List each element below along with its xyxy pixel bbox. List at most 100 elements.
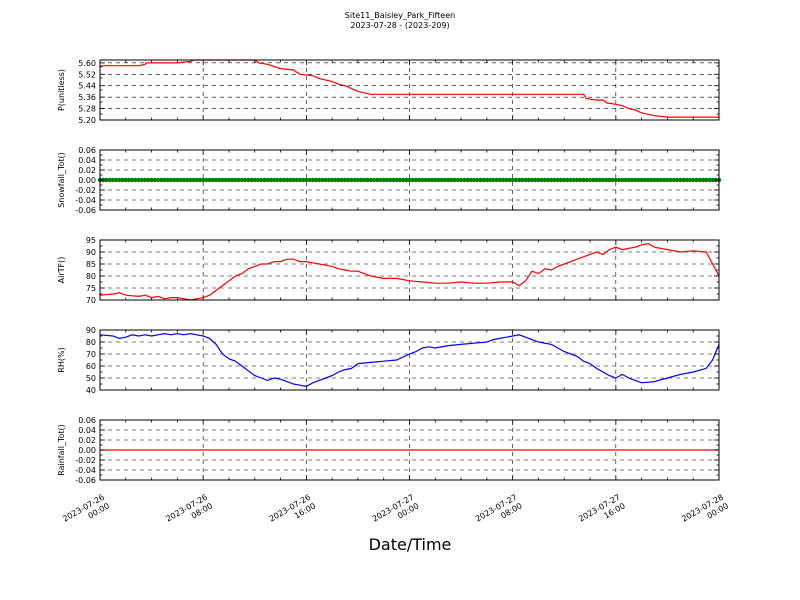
y-tick-label: 50: [86, 374, 96, 383]
data-point: [188, 177, 193, 183]
data-point: [533, 177, 538, 183]
data-point: [694, 177, 699, 183]
y-tick-label: -0.02: [75, 456, 96, 465]
data-point: [281, 177, 286, 183]
data-point: [178, 177, 183, 183]
data-point: [662, 177, 667, 183]
data-point: [336, 177, 341, 183]
y-tick-label: 80: [86, 338, 96, 347]
data-point: [388, 177, 393, 183]
x-tick-label: 2023-07-2800:00: [680, 493, 730, 533]
data-point: [610, 177, 615, 183]
data-point: [687, 177, 693, 183]
data-point: [639, 177, 644, 183]
data-point: [404, 177, 409, 183]
x-tick-label: 2023-07-2716:00: [577, 493, 627, 533]
data-point: [207, 177, 212, 183]
data-point: [149, 177, 154, 183]
y-tick-label: 5.60: [78, 59, 96, 68]
data-point: [487, 177, 493, 183]
data-point: [262, 177, 267, 183]
data-point: [220, 177, 225, 183]
data-point: [600, 177, 606, 183]
data-point: [239, 177, 245, 183]
y-tick-label: 0.04: [78, 156, 96, 165]
y-tick-label: -0.04: [75, 466, 96, 475]
data-point: [555, 177, 560, 183]
data-point: [278, 177, 283, 183]
y-axis-label: Rainfall_Tot(): [57, 424, 66, 476]
y-tick-label: 5.44: [78, 82, 96, 91]
data-point: [426, 177, 431, 183]
data-point: [658, 177, 664, 183]
data-point: [558, 177, 564, 183]
data-point: [271, 177, 277, 183]
data-point: [475, 177, 480, 183]
data-point: [562, 177, 567, 183]
data-point: [291, 177, 296, 183]
data-point: [500, 177, 506, 183]
y-tick-label: -0.04: [75, 196, 96, 205]
y-tick-label: 95: [86, 236, 96, 245]
data-point: [159, 177, 164, 183]
y-tick-label: 0.02: [78, 436, 96, 445]
data-point: [400, 177, 406, 183]
y-tick-label: 70: [86, 296, 96, 305]
data-point: [349, 177, 354, 183]
data-point: [439, 177, 444, 183]
data-point: [123, 177, 128, 183]
y-tick-label: 0.06: [78, 146, 96, 155]
data-point: [507, 177, 512, 183]
chart-title: Site11_Baisley_Park_Fifteen: [345, 11, 455, 20]
data-point: [523, 177, 528, 183]
y-axis-label: AirTF(): [57, 257, 66, 284]
data-point: [126, 177, 132, 183]
data-point: [620, 177, 625, 183]
y-tick-label: -0.06: [75, 476, 96, 485]
data-point: [565, 177, 570, 183]
data-point: [568, 177, 573, 183]
data-point: [626, 177, 631, 183]
data-point: [346, 177, 351, 183]
y-tick-label: 5.28: [78, 105, 96, 114]
data-point: [117, 177, 122, 183]
data-point: [652, 177, 657, 183]
data-point: [539, 177, 544, 183]
data-point: [120, 177, 125, 183]
y-tick-label: 0.04: [78, 426, 96, 435]
data-point: [633, 177, 638, 183]
data-point: [468, 177, 473, 183]
data-point: [710, 177, 715, 183]
data-point: [110, 177, 116, 183]
data-point: [300, 177, 306, 183]
data-point: [223, 177, 228, 183]
series-line: [99, 332, 720, 388]
data-point: [491, 177, 496, 183]
data-point: [471, 177, 477, 183]
panel-5: -0.06-0.04-0.020.000.020.040.06 Rainfall_…: [57, 416, 720, 485]
data-point: [484, 177, 490, 183]
data-point: [371, 177, 377, 183]
data-point: [204, 177, 209, 183]
data-point: [265, 177, 270, 183]
data-point: [252, 177, 257, 183]
data-point: [362, 177, 367, 183]
data-point: [139, 177, 145, 183]
data-point: [436, 177, 441, 183]
data-point: [175, 177, 180, 183]
data-point: [165, 177, 170, 183]
data-point: [194, 177, 199, 183]
data-point: [510, 177, 515, 183]
data-point: [217, 177, 222, 183]
data-point: [297, 177, 303, 183]
data-point: [213, 177, 219, 183]
data-point: [394, 177, 399, 183]
data-point: [152, 177, 157, 183]
data-point: [113, 177, 119, 183]
data-point: [255, 177, 261, 183]
y-tick-label: 0.02: [78, 166, 96, 175]
data-point: [449, 177, 454, 183]
data-point: [691, 177, 696, 183]
x-tick-label: 2023-07-2700:00: [371, 493, 421, 533]
y-axis-label: RH(%): [57, 347, 66, 372]
